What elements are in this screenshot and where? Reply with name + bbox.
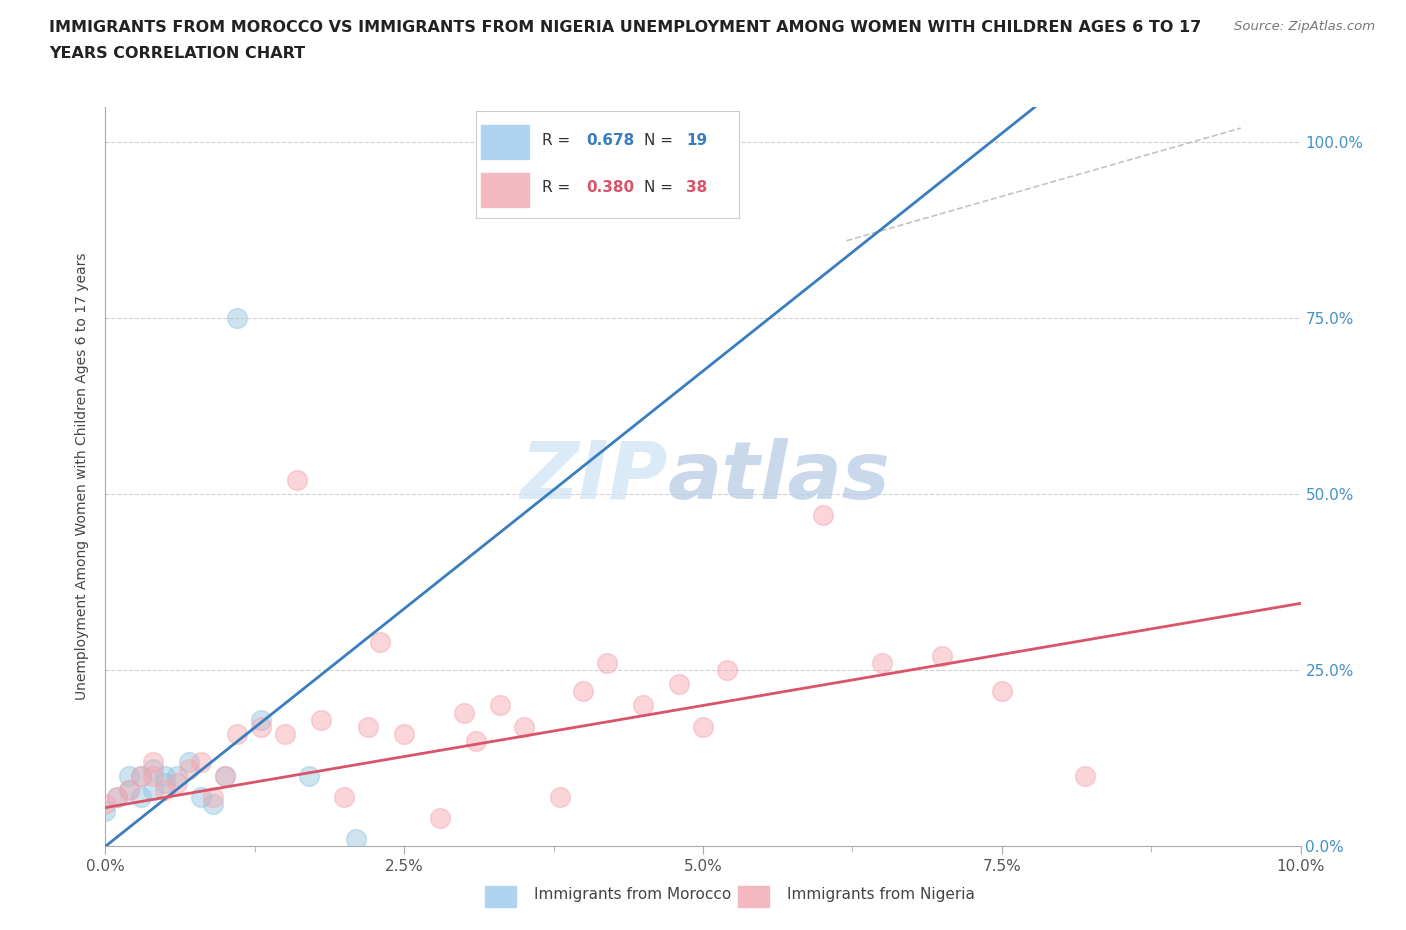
Point <box>572 684 595 698</box>
Point <box>668 677 690 692</box>
Point <box>931 649 953 664</box>
Point <box>94 797 117 812</box>
Point <box>142 768 165 783</box>
Point <box>346 831 368 846</box>
Point <box>190 790 212 804</box>
Point <box>142 762 165 777</box>
Point <box>225 726 249 741</box>
Point <box>513 719 536 734</box>
Text: IMMIGRANTS FROM MOROCCO VS IMMIGRANTS FROM NIGERIA UNEMPLOYMENT AMONG WOMEN WITH: IMMIGRANTS FROM MOROCCO VS IMMIGRANTS FR… <box>49 20 1202 35</box>
Point <box>333 790 356 804</box>
Text: ZIP: ZIP <box>520 438 666 515</box>
Point <box>298 768 321 783</box>
Point <box>1074 768 1097 783</box>
Point <box>155 768 177 783</box>
Point <box>214 768 236 783</box>
Point <box>155 776 177 790</box>
Point <box>716 663 738 678</box>
Point <box>118 782 141 797</box>
Text: Immigrants from Morocco: Immigrants from Morocco <box>534 887 731 902</box>
Point <box>357 719 380 734</box>
Text: YEARS CORRELATION CHART: YEARS CORRELATION CHART <box>49 46 305 61</box>
Point <box>872 656 894 671</box>
Point <box>118 768 141 783</box>
Point <box>142 782 165 797</box>
Point <box>250 712 273 727</box>
Point <box>214 768 236 783</box>
Point <box>118 782 141 797</box>
Point <box>309 712 332 727</box>
Text: atlas: atlas <box>666 438 890 515</box>
Point <box>453 705 475 720</box>
Point <box>177 762 201 777</box>
Point <box>394 726 416 741</box>
Point <box>94 804 117 818</box>
Point <box>811 508 834 523</box>
Point <box>166 768 188 783</box>
Point <box>548 790 571 804</box>
Point <box>202 797 225 812</box>
Point <box>107 790 129 804</box>
Point <box>368 634 391 649</box>
Point <box>273 726 295 741</box>
Point <box>429 811 451 826</box>
Point <box>225 311 249 325</box>
Point <box>692 719 714 734</box>
Text: Source: ZipAtlas.com: Source: ZipAtlas.com <box>1234 20 1375 33</box>
Point <box>202 790 225 804</box>
Text: Immigrants from Nigeria: Immigrants from Nigeria <box>787 887 976 902</box>
Point <box>285 472 308 487</box>
Y-axis label: Unemployment Among Women with Children Ages 6 to 17 years: Unemployment Among Women with Children A… <box>76 253 90 700</box>
Point <box>166 776 188 790</box>
Point <box>177 754 201 769</box>
Point <box>250 719 273 734</box>
Point <box>129 790 153 804</box>
Point <box>489 698 512 713</box>
Point <box>633 698 655 713</box>
Point <box>107 790 129 804</box>
Point <box>129 768 153 783</box>
Point <box>464 733 488 748</box>
Point <box>129 768 153 783</box>
Point <box>596 656 619 671</box>
Point <box>155 782 177 797</box>
Point <box>142 754 165 769</box>
Point <box>190 754 212 769</box>
Point <box>990 684 1012 698</box>
